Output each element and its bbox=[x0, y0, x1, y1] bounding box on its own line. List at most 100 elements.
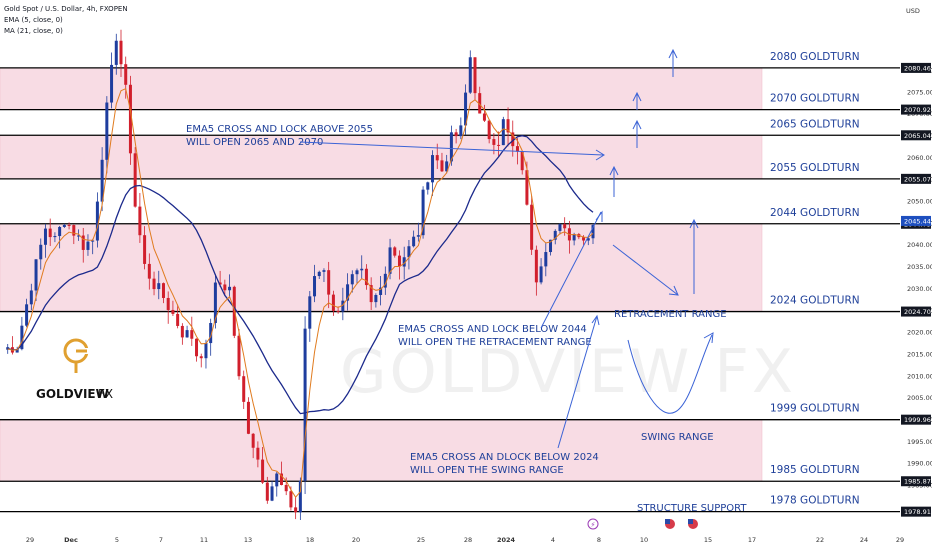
candle-body bbox=[369, 285, 373, 303]
watermark-text: GOLDVIEW FX bbox=[340, 337, 796, 407]
time-ticks: 29 Dec 5 7 11 13 18 20 25 28 2024 4 8 10 15 17 22 24 29 bbox=[26, 536, 904, 544]
price-tick: 1990.00 bbox=[907, 460, 932, 468]
candle-body bbox=[426, 182, 430, 190]
candle-body bbox=[95, 201, 99, 241]
candle-body bbox=[473, 57, 477, 94]
time-tick: 13 bbox=[244, 536, 252, 544]
candle-body bbox=[313, 276, 317, 297]
candle-body bbox=[525, 170, 529, 205]
candle-body bbox=[468, 57, 472, 93]
candle-body bbox=[407, 246, 411, 258]
arrow-up-from-2044-label bbox=[540, 210, 603, 329]
candle-body bbox=[331, 294, 335, 311]
us-flag-canton bbox=[688, 519, 693, 524]
candle-body bbox=[251, 433, 255, 448]
candle-body bbox=[336, 310, 340, 312]
candle-body bbox=[374, 294, 378, 303]
candle-body bbox=[147, 263, 151, 279]
candle-body bbox=[520, 151, 524, 171]
event-lightning-icon[interactable] bbox=[587, 518, 599, 530]
annotation-layer: EMA5 CROSS AND LOCK ABOVE 2055 WILL OPEN… bbox=[186, 124, 747, 514]
level-price-text: 2080.46 bbox=[904, 64, 931, 72]
annotation-ema-2055-line1: EMA5 CROSS AND LOCK ABOVE 2055 bbox=[186, 124, 373, 135]
candle-body bbox=[303, 328, 307, 481]
candle-body bbox=[86, 241, 90, 250]
level-price-tag bbox=[901, 62, 931, 73]
goldturn-label: 1978 GOLDTURN bbox=[770, 495, 860, 507]
chart-legend: Gold Spot / U.S. Dollar, 4h, FXOPEN EMA … bbox=[4, 4, 128, 37]
ema-indicator-label[interactable]: EMA (5, close, 0) bbox=[4, 16, 63, 24]
candle-body bbox=[440, 160, 444, 172]
time-tick: 10 bbox=[640, 536, 648, 544]
time-tick: 29 bbox=[896, 536, 904, 544]
candle-body bbox=[289, 491, 293, 508]
level-price-text: 1985.87 bbox=[904, 478, 931, 486]
candle-body bbox=[29, 290, 33, 305]
level-price-text: 2055.07 bbox=[904, 175, 931, 183]
candle-body bbox=[100, 159, 104, 202]
watermark-layer: GOLDVIEW FX bbox=[340, 337, 796, 407]
candle-body bbox=[199, 356, 203, 359]
candle-body bbox=[166, 297, 170, 310]
candle-body bbox=[464, 92, 468, 126]
candle-body bbox=[242, 376, 246, 402]
candle-body bbox=[157, 283, 161, 290]
candle-body bbox=[364, 268, 368, 286]
candle-body bbox=[435, 155, 439, 161]
candle-body bbox=[39, 244, 43, 260]
candle-body bbox=[152, 278, 156, 290]
time-tick: 11 bbox=[200, 536, 208, 544]
candle-body bbox=[195, 338, 199, 357]
price-axis[interactable]: USD 1985.001990.001995.002000.002005.002… bbox=[900, 0, 932, 520]
current-price-tag bbox=[901, 215, 931, 226]
candle-body bbox=[143, 235, 147, 264]
candle-body bbox=[34, 259, 38, 291]
candle-body bbox=[402, 257, 406, 267]
candle-body bbox=[20, 325, 24, 350]
candle-body bbox=[119, 40, 123, 65]
price-tick: 1995.00 bbox=[907, 438, 932, 446]
candle-body bbox=[511, 132, 515, 147]
arrow-layer bbox=[299, 48, 714, 449]
time-axis[interactable]: 29 Dec 5 7 11 13 18 20 25 28 2024 4 8 10 15 17 22 24 29 ⚡ bbox=[0, 518, 932, 550]
candle-body bbox=[549, 239, 553, 253]
arrow-ema5-to-2055 bbox=[299, 141, 605, 161]
candle-body bbox=[482, 113, 486, 121]
candle-body bbox=[478, 93, 482, 114]
candle-body bbox=[294, 507, 298, 513]
candle-body bbox=[256, 447, 260, 460]
arrow-down-retracement bbox=[612, 244, 679, 296]
candle-body bbox=[582, 237, 586, 241]
time-tick: 2024 bbox=[497, 536, 516, 544]
symbol-title[interactable]: Gold Spot / U.S. Dollar, 4h, FXOPEN bbox=[4, 5, 128, 13]
price-tick: 2030.00 bbox=[907, 285, 932, 293]
candle-body bbox=[133, 153, 137, 207]
candle-body bbox=[128, 84, 132, 154]
goldturn-label: 2065 GOLDTURN bbox=[770, 118, 860, 130]
time-tick: 18 bbox=[306, 536, 314, 544]
candle-body bbox=[586, 238, 590, 241]
candle-body bbox=[322, 270, 326, 272]
time-tick: 24 bbox=[860, 536, 868, 544]
candle-body bbox=[15, 349, 19, 353]
arrow-up-2065 bbox=[632, 119, 642, 148]
ma-indicator-label[interactable]: MA (21, close, 0) bbox=[4, 27, 63, 35]
candle-body bbox=[279, 473, 283, 485]
candle-body bbox=[213, 282, 217, 323]
price-tick: 2005.00 bbox=[907, 394, 932, 402]
level-price-text: 2070.92 bbox=[904, 106, 931, 114]
candles-layer bbox=[6, 29, 595, 521]
candle-body bbox=[515, 146, 519, 152]
candle-body bbox=[487, 120, 491, 140]
price-tick: 2015.00 bbox=[907, 350, 932, 358]
goldturn-label: 1985 GOLDTURN bbox=[770, 464, 860, 476]
price-tick: 2010.00 bbox=[907, 372, 932, 380]
candle-body bbox=[228, 286, 232, 291]
candle-body bbox=[298, 480, 302, 513]
candle-body bbox=[91, 240, 95, 242]
candle-body bbox=[209, 322, 213, 344]
time-tick: 7 bbox=[159, 536, 163, 544]
candle-body bbox=[449, 132, 453, 162]
candle-body bbox=[459, 125, 463, 137]
